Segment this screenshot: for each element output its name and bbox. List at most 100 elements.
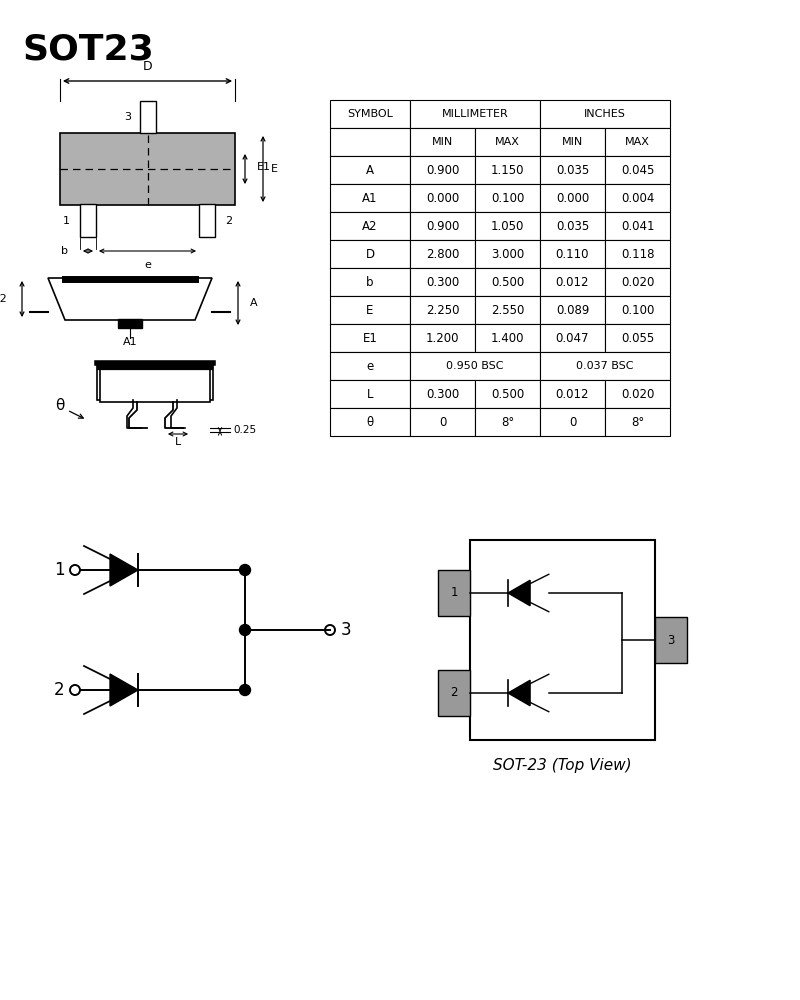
Text: 0.035: 0.035 [556,220,589,232]
Bar [475,324,540,352]
Bar [605,240,670,268]
Text: L: L [366,387,374,400]
Bar [540,324,605,352]
Bar [410,268,475,296]
Bar [605,268,670,296]
Text: 8°: 8° [631,416,644,428]
Bar [60,133,235,205]
Polygon shape [508,680,530,706]
Text: A2: A2 [0,294,7,304]
Bar [475,212,540,240]
Bar [475,240,540,268]
Text: SOT-23 (Top View): SOT-23 (Top View) [493,758,632,773]
Bar [605,296,670,324]
Bar [605,156,670,184]
Bar [330,156,410,184]
Bar [80,204,96,237]
Bar [410,296,475,324]
Text: 1: 1 [62,216,70,226]
Bar [330,212,410,240]
Bar [410,240,475,268]
Bar [605,408,670,436]
Bar [118,319,142,328]
Bar [470,540,655,740]
Text: 2: 2 [54,681,64,699]
Bar [410,184,475,212]
Text: 3: 3 [341,621,351,639]
Text: 0.041: 0.041 [621,220,654,232]
Bar [475,156,540,184]
Text: 0.100: 0.100 [621,304,654,316]
Text: E: E [366,304,374,316]
Bar [410,212,475,240]
Text: 0.950 BSC: 0.950 BSC [446,361,504,371]
Text: 0.000: 0.000 [556,192,589,205]
Text: b: b [366,275,374,288]
Bar [540,156,605,184]
Text: A: A [366,163,374,176]
Bar [605,212,670,240]
Bar [540,184,605,212]
Text: 0.055: 0.055 [621,332,654,344]
Circle shape [239,684,250,696]
Text: A: A [250,298,258,308]
Text: 0.020: 0.020 [621,275,654,288]
Bar [410,156,475,184]
Text: 0.047: 0.047 [556,332,590,344]
Bar [330,128,410,156]
Text: D: D [366,247,374,260]
Text: INCHES: INCHES [584,109,626,119]
Text: 0.500: 0.500 [491,387,524,400]
Bar [438,570,470,616]
Text: 0.25: 0.25 [233,425,256,435]
Text: MIN: MIN [432,137,453,147]
Polygon shape [48,278,212,320]
Text: 1: 1 [450,586,458,599]
Text: 2.550: 2.550 [491,304,524,316]
Bar [475,408,540,436]
Text: 3: 3 [124,112,131,122]
Text: 0.035: 0.035 [556,163,589,176]
Text: 0.300: 0.300 [426,387,459,400]
Text: 2: 2 [226,216,233,226]
Bar [655,617,687,663]
Bar [330,380,410,408]
Bar [438,670,470,716]
Text: b: b [61,246,67,256]
Bar [199,204,215,237]
Text: L: L [175,437,181,447]
Text: 1.200: 1.200 [426,332,459,344]
Bar [410,128,475,156]
Text: 0.500: 0.500 [491,275,524,288]
Text: 0.900: 0.900 [426,220,459,232]
Text: E1: E1 [257,162,271,172]
Text: 0.045: 0.045 [621,163,654,176]
Bar [605,184,670,212]
Bar [97,362,213,400]
Bar [330,352,410,380]
Text: 0.100: 0.100 [491,192,524,205]
Text: θ: θ [55,398,65,414]
Text: 0.300: 0.300 [426,275,459,288]
Text: 0: 0 [439,416,446,428]
Bar [540,268,605,296]
Bar [475,268,540,296]
Bar [540,352,670,380]
Bar [330,100,410,128]
Text: A1: A1 [122,337,138,347]
Text: E1: E1 [362,332,378,344]
Text: 0: 0 [569,416,576,428]
Text: 0.900: 0.900 [426,163,459,176]
Text: D: D [142,60,152,73]
Text: MAX: MAX [625,137,650,147]
Bar [540,128,605,156]
Bar [475,184,540,212]
Text: 8°: 8° [501,416,514,428]
Bar [410,324,475,352]
Text: SOT23: SOT23 [22,32,154,66]
Bar [475,128,540,156]
Bar [540,380,605,408]
Polygon shape [110,674,138,706]
Bar [330,408,410,436]
Text: 0.118: 0.118 [621,247,654,260]
